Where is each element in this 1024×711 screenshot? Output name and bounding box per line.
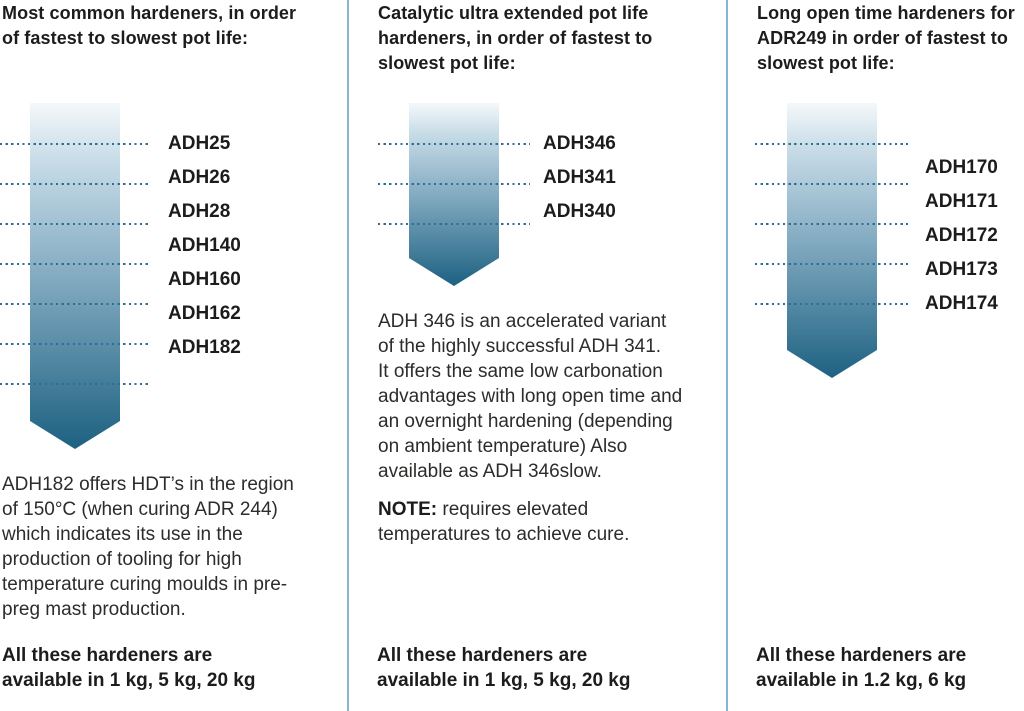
- hardener-label: ADH182: [168, 337, 241, 358]
- hardener-label-list: ADH346 ADH341 ADH340: [543, 127, 616, 229]
- hardener-label: ADH171: [925, 191, 998, 212]
- dotted-leader-line: [0, 263, 150, 265]
- dotted-leader-line: [0, 303, 150, 305]
- availability-note: All these hardeners are available in 1.2…: [756, 645, 967, 691]
- hardener-label: ADH346: [543, 133, 616, 154]
- note-paragraph: NOTE: requires elevated temperatures to …: [378, 497, 723, 547]
- hardener-label: ADH162: [168, 303, 241, 324]
- availability-note: All these hardeners are available in 1 k…: [377, 645, 631, 691]
- dotted-leader-line: [0, 183, 150, 185]
- panel-heading: Catalytic ultra extended pot life harden…: [378, 3, 653, 73]
- panel-heading: Long open time hardeners for ADR249 in o…: [757, 3, 1015, 73]
- column-divider: [726, 0, 728, 711]
- hardener-label-list: ADH25 ADH26 ADH28 ADH140 ADH160 ADH162 ADH182: [168, 127, 241, 365]
- dotted-leader-line: [0, 383, 150, 385]
- dotted-leader-lines: [755, 143, 908, 343]
- hardener-label: ADH28: [168, 201, 231, 222]
- dotted-leader-lines: [0, 143, 150, 423]
- pot-life-gradient-arrow: [409, 103, 499, 286]
- hardener-label: ADH172: [925, 225, 998, 246]
- dotted-leader-line: [378, 183, 530, 185]
- dotted-leader-line: [0, 223, 150, 225]
- note-label: NOTE:: [378, 499, 438, 520]
- column-divider: [347, 0, 349, 711]
- availability-note: All these hardeners are available in 1 k…: [2, 645, 256, 691]
- hardener-label: ADH173: [925, 259, 998, 280]
- dotted-leader-line: [0, 343, 150, 345]
- description-paragraph: ADH182 offers HDT’s in the region of 150…: [2, 474, 294, 620]
- dotted-leader-lines: [378, 143, 530, 263]
- dotted-leader-line: [755, 223, 908, 225]
- dotted-leader-line: [755, 263, 908, 265]
- hardener-label: ADH140: [168, 235, 241, 256]
- hardener-label: ADH341: [543, 167, 616, 188]
- dotted-leader-line: [378, 223, 530, 225]
- hardener-label: ADH26: [168, 167, 231, 188]
- hardener-label: ADH340: [543, 201, 616, 222]
- dotted-leader-line: [378, 143, 530, 145]
- hardener-label: ADH170: [925, 157, 998, 178]
- panel-heading: Most common hardeners, in order of faste…: [2, 3, 297, 48]
- hardener-label: ADH174: [925, 293, 998, 314]
- dotted-leader-line: [755, 183, 908, 185]
- pot-life-gradient-arrow: [787, 103, 877, 378]
- dotted-leader-line: [0, 143, 150, 145]
- hardener-label: ADH25: [168, 133, 231, 154]
- hardener-label-list: ADH170 ADH171 ADH172 ADH173 ADH174: [925, 151, 998, 321]
- note-text: requires elevated temperatures to achiev…: [378, 499, 630, 545]
- pot-life-gradient-arrow: [30, 103, 120, 449]
- description-paragraph: ADH 346 is an accelerated variant of the…: [378, 311, 683, 482]
- dotted-leader-line: [755, 303, 908, 305]
- dotted-leader-line: [755, 143, 908, 145]
- hardener-label: ADH160: [168, 269, 241, 290]
